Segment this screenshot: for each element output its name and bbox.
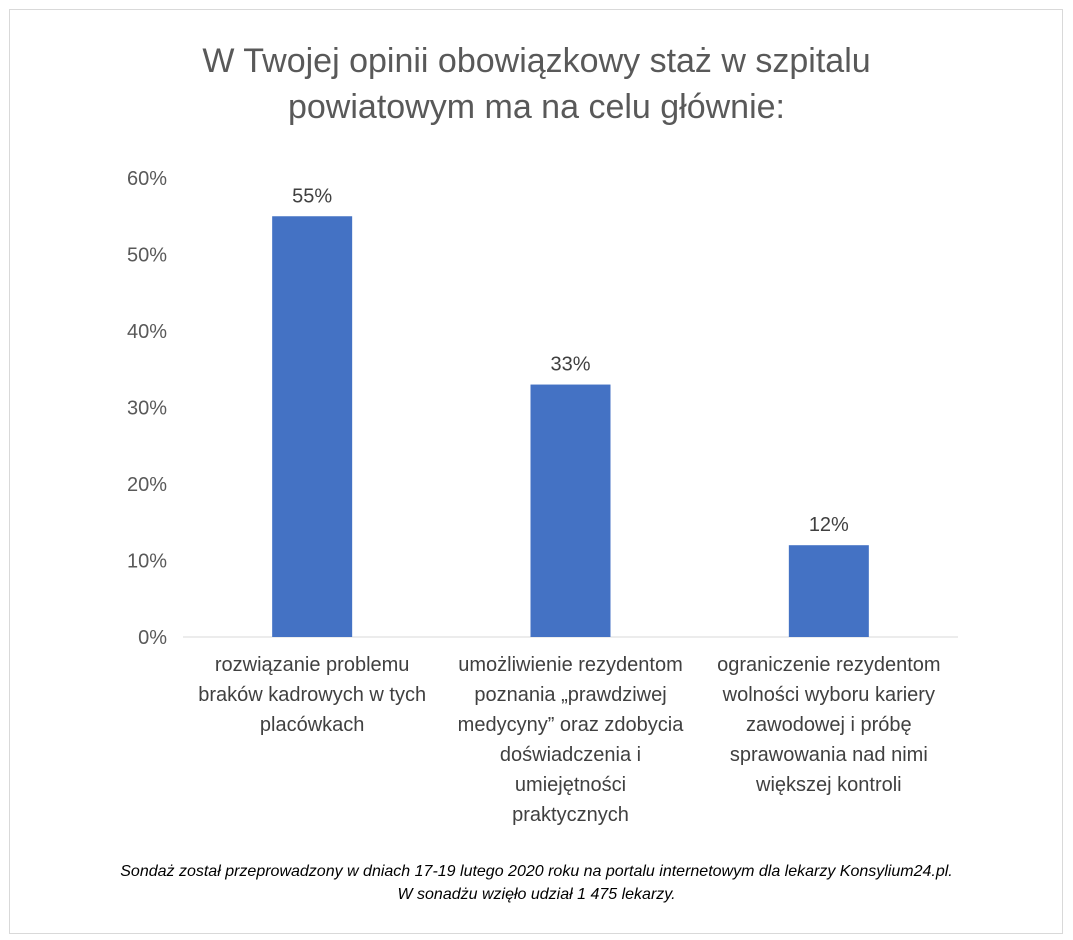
category-label-line: sprawowania nad nimi (729, 744, 928, 766)
category-label-line: umiejętności (514, 774, 627, 796)
footnote: Sondaż został przeprowadzony w dniach 17… (0, 860, 1073, 906)
category-label-line: ograniczenie rezydentom (717, 654, 941, 676)
footnote-line-2: W sonadżu wzięło udział 1 475 lekarzy. (397, 886, 676, 903)
bar (530, 384, 611, 637)
y-tick-label: 0% (138, 627, 167, 649)
bar (272, 216, 353, 637)
data-label: 55% (292, 185, 332, 207)
data-label: 33% (550, 354, 590, 376)
category-label-line: zawodowej i próbę (746, 714, 912, 736)
category-label-line: rozwiązanie problemu (214, 654, 410, 676)
footnote-line-1: Sondaż został przeprowadzony w dniach 17… (120, 863, 953, 880)
category-label-line: poznania „prawdziwej (474, 684, 667, 706)
category-label-line: placówkach (259, 714, 365, 736)
category-label-line: większej kontroli (756, 774, 902, 796)
category-label: umożliwienie rezydentom poznania „prawdzi… (436, 650, 706, 830)
y-tick-label: 30% (127, 398, 167, 420)
category-label: rozwiązanie problemu braków kadrowych w t… (177, 650, 447, 740)
y-tick-label: 20% (127, 474, 167, 496)
category-label-line: medycyny” oraz zdobycia (457, 714, 684, 736)
chart-title-line-1: W Twojej opinii obowiązkowy staż w szpit… (202, 42, 871, 80)
category-label-line: braków kadrowych w tych (198, 684, 427, 706)
category-label-line: doświadczenia i (499, 744, 642, 766)
bar (788, 545, 869, 637)
y-tick-label: 40% (127, 321, 167, 343)
category-label-line: umożliwienie rezydentom (458, 654, 683, 676)
data-label: 12% (809, 514, 849, 536)
y-tick-label: 60% (127, 168, 167, 190)
category-label-line: wolności wyboru kariery (722, 684, 935, 706)
category-label-line: praktycznych (512, 804, 629, 826)
chart-title-line-2: powiatowym ma na celu głównie: (287, 88, 786, 126)
y-tick-label: 10% (127, 551, 167, 573)
y-tick-label: 50% (127, 245, 167, 267)
chart-title: W Twojej opinii obowiązkowy staż w szpit… (0, 38, 1073, 130)
category-label: ograniczenie rezydentom wolności wyboru k… (694, 650, 964, 800)
